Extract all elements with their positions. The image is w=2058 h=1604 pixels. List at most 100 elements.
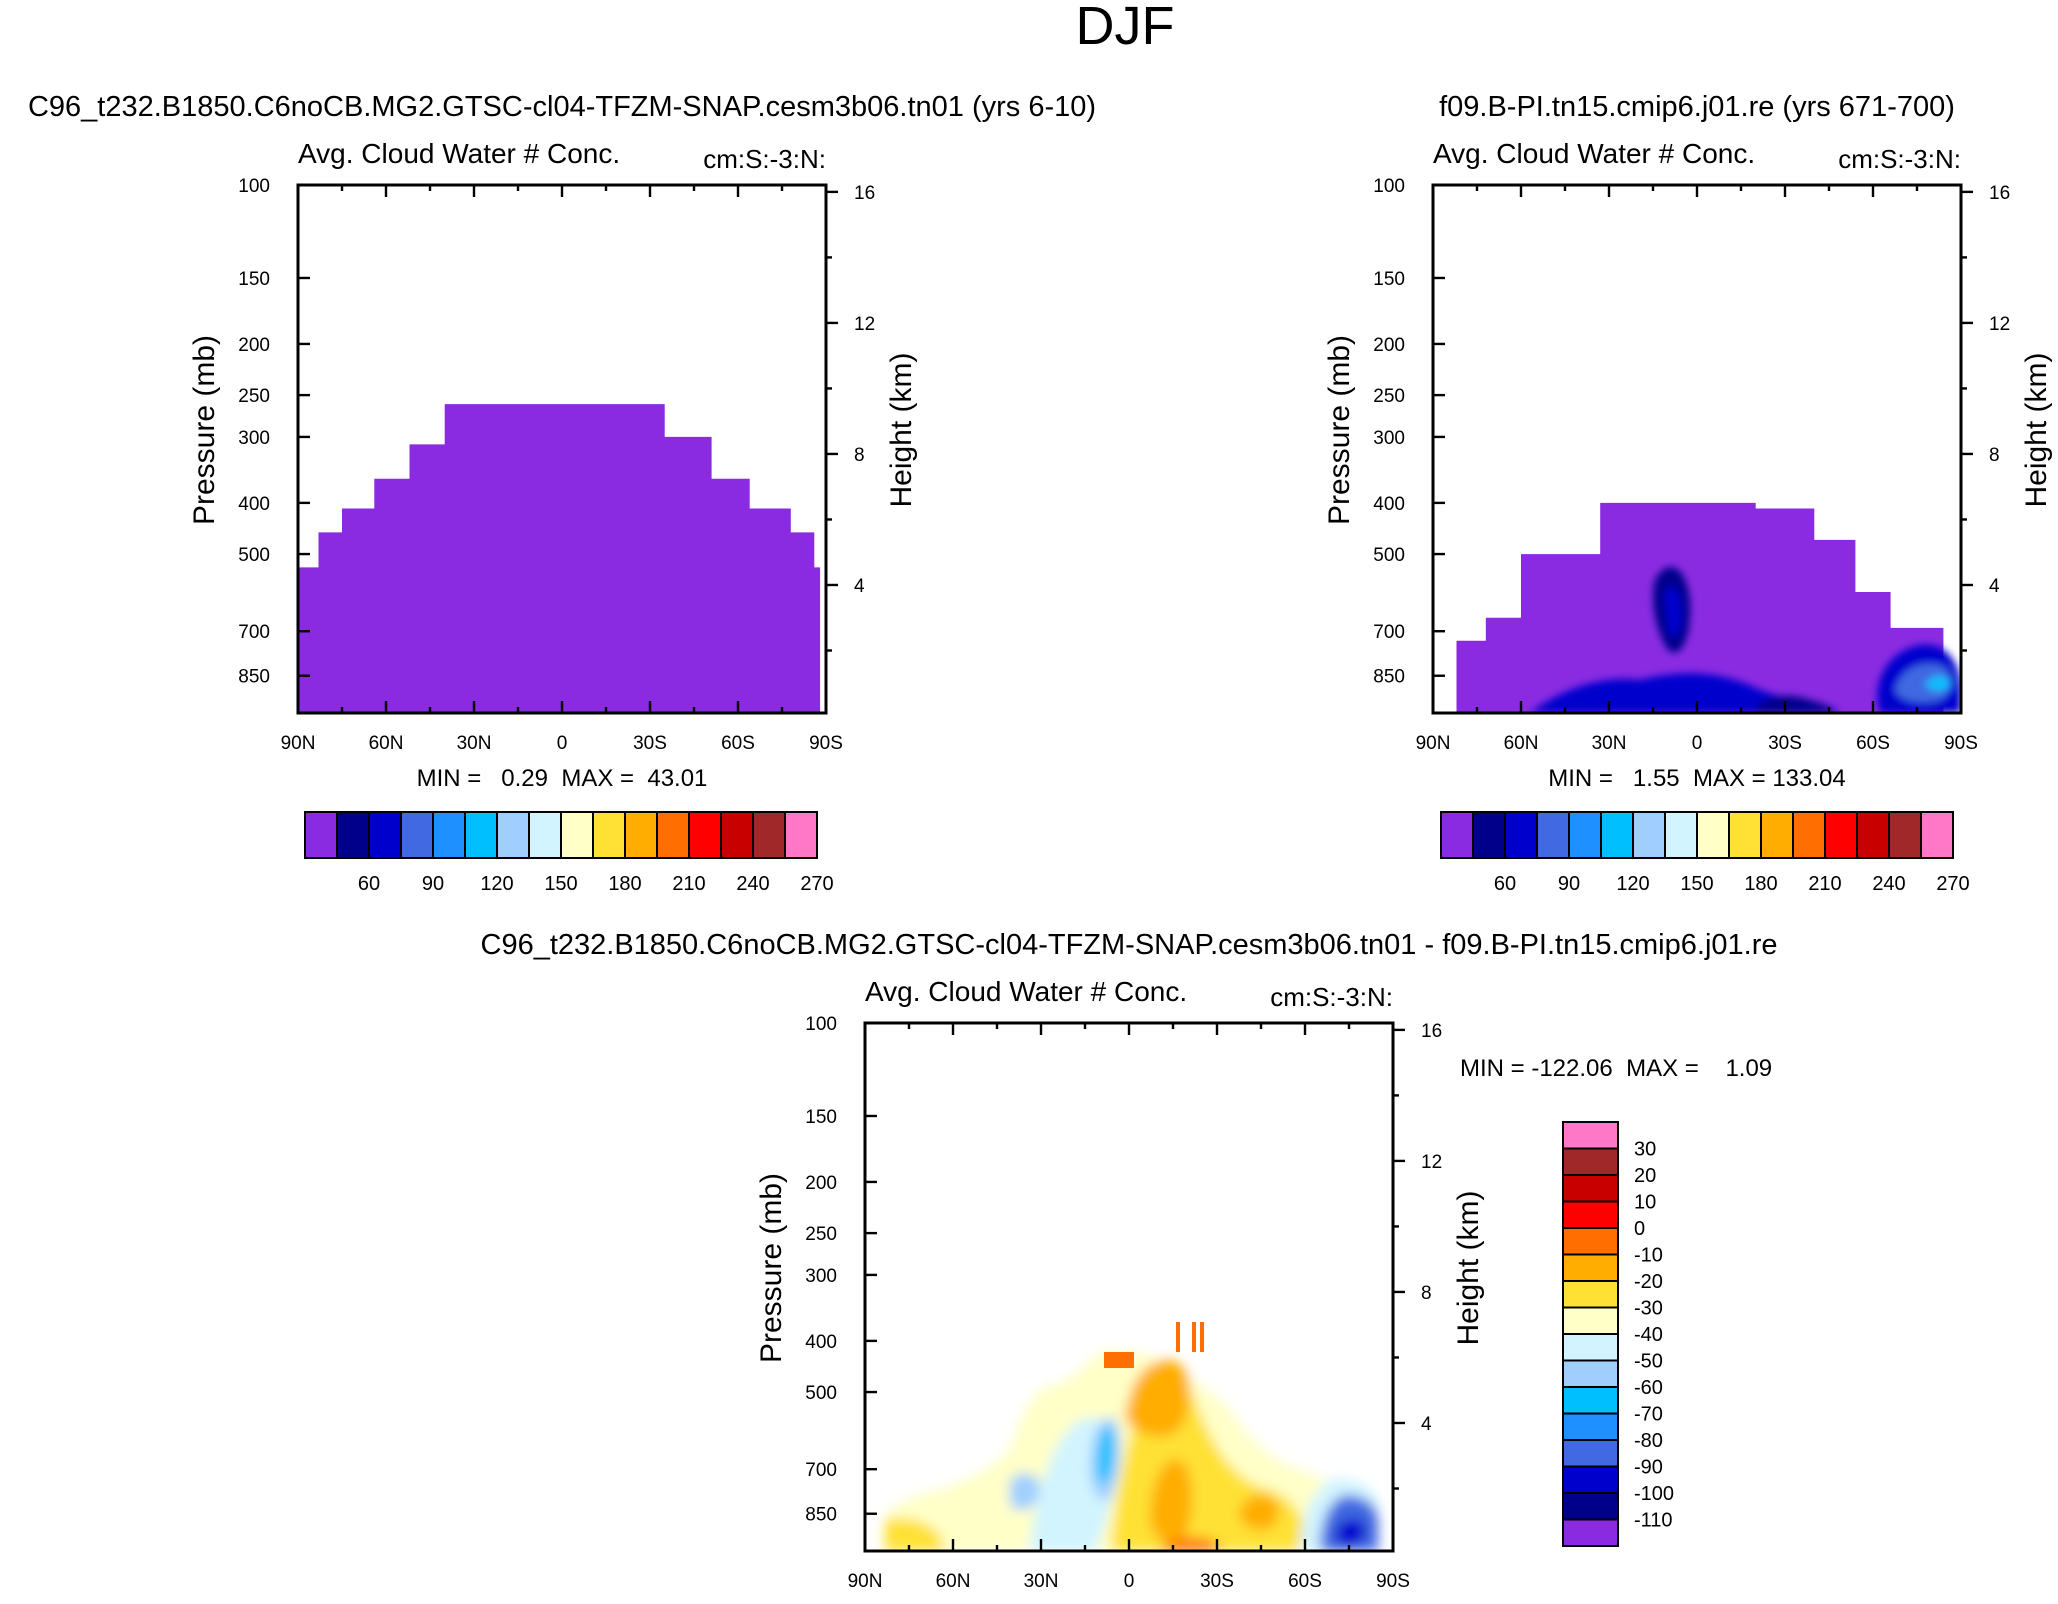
- right-colorbar-box: [1568, 811, 1602, 859]
- diff-colorbar-box: [1562, 1386, 1619, 1415]
- right-panel-variable: Avg. Cloud Water # Conc.: [1433, 138, 1755, 169]
- left-axis-labels: 90N 60N 30N 0 30S 60S 90S 100 150 200 250 300 400 500…: [238, 176, 875, 754]
- right-x-tick-label: 30S: [1768, 733, 1802, 754]
- right-colorbar-box: [1728, 811, 1762, 859]
- left-x-tick-label: 60S: [721, 733, 755, 754]
- left-colorbar-box: [656, 811, 690, 859]
- left-colorbar: 60 90 120 150 180 210 240 270: [304, 811, 834, 895]
- right-colorbar-box: [1440, 811, 1474, 859]
- right-colorbar-label: 270: [1936, 873, 1969, 895]
- right-y-tick-label: 500: [1373, 545, 1405, 566]
- diff-y-tick-label: 500: [805, 1383, 837, 1404]
- diff-colorbar-label: -70: [1634, 1404, 1663, 1426]
- diff-x-tick-label: 60N: [936, 1571, 971, 1592]
- right-height-tick-label: 12: [1989, 314, 2010, 335]
- right-y-tick-label: 250: [1373, 386, 1405, 407]
- diff-y-tick-label: 700: [805, 1460, 837, 1481]
- diff-x-tick-label: 90S: [1376, 1571, 1410, 1592]
- diff-y-tick-label: 150: [805, 1107, 837, 1128]
- diff-y-tick-label: 200: [805, 1173, 837, 1194]
- diff-top-band: [1104, 1352, 1134, 1368]
- left-colorbar-box: [688, 811, 722, 859]
- diff-colorbar-box: [1562, 1465, 1619, 1494]
- right-min-max: MIN = 1.55 MAX = 133.04: [1548, 765, 1846, 792]
- left-colorbar-box: [432, 811, 466, 859]
- right-colorbar-box: [1856, 811, 1890, 859]
- diff-height-tick-label: 12: [1421, 1152, 1442, 1173]
- right-x-tick-label: 90N: [1416, 733, 1451, 754]
- left-y-tick-label: 150: [238, 269, 270, 290]
- right-blob-sh-surface: [1755, 695, 1840, 713]
- diff-colorbar-label: -90: [1634, 1457, 1663, 1479]
- diff-x-tick-label: 0: [1124, 1571, 1135, 1592]
- right-panel-title: f09.B-PI.tn15.cmip6.j01.re (yrs 671-700): [1439, 91, 1955, 123]
- right-colorbar-label: 240: [1872, 873, 1905, 895]
- right-height-tick-label: 8: [1989, 445, 2000, 466]
- left-colorbar-label: 270: [800, 873, 833, 895]
- right-colorbar-box: [1792, 811, 1826, 859]
- left-y-tick-label: 400: [238, 494, 270, 515]
- right-colorbar-box: [1600, 811, 1634, 859]
- diff-colorbar-box: [1562, 1518, 1619, 1547]
- diff-blob-surface-orange: [1160, 1538, 1220, 1551]
- diff-colorbar-label: -100: [1634, 1483, 1674, 1505]
- left-x-tick-label: 30S: [633, 733, 667, 754]
- right-colorbar-label: 90: [1558, 873, 1580, 895]
- left-height-tick-label: 12: [854, 314, 875, 335]
- right-x-tick-label: 90S: [1944, 733, 1978, 754]
- left-colorbar-box: [368, 811, 402, 859]
- diff-colorbar-label: -50: [1634, 1351, 1663, 1373]
- left-y-tick-label: 100: [238, 176, 270, 197]
- diff-y-tick-label: 850: [805, 1505, 837, 1526]
- left-colorbar-box: [464, 811, 498, 859]
- right-x-tick-label: 30N: [1592, 733, 1627, 754]
- right-x-tick-label: 60N: [1504, 733, 1539, 754]
- right-height-tick-label: 4: [1989, 576, 2000, 597]
- left-colorbar-box: [336, 811, 370, 859]
- diff-height-tick-label: 4: [1421, 1414, 1432, 1435]
- diff-axis-labels: 90N 60N 30N 0 30S 60S 90S 100 150 200 250 300 400 500…: [805, 1014, 1442, 1592]
- diff-height-tick-label: 16: [1421, 1021, 1442, 1042]
- diff-colorbar-label: 20: [1634, 1165, 1656, 1187]
- left-x-tick-label: 90S: [809, 733, 843, 754]
- right-colorbar-box: [1536, 811, 1570, 859]
- diff-blob-nh-surface-yellow: [885, 1518, 945, 1551]
- right-height-tick-label: 16: [1989, 183, 2010, 204]
- diff-ylabel: Pressure (mb): [755, 1173, 788, 1363]
- right-colorbar-box: [1760, 811, 1794, 859]
- diff-panel-units: cm:S:-3:N:: [1270, 982, 1393, 1012]
- right-y-tick-label: 200: [1373, 335, 1405, 356]
- right-colorbar-label: 150: [1680, 873, 1713, 895]
- right-y-tick-label: 400: [1373, 494, 1405, 515]
- left-colorbar-box: [304, 811, 338, 859]
- right-colorbar-label: 210: [1808, 873, 1841, 895]
- right-y-tick-label: 700: [1373, 622, 1405, 643]
- diff-colorbar-label: -30: [1634, 1298, 1663, 1320]
- left-height-tick-label: 8: [854, 445, 865, 466]
- right-panel-units: cm:S:-3:N:: [1838, 144, 1961, 174]
- diff-colorbar-box: [1562, 1359, 1619, 1388]
- diff-height-tick-label: 8: [1421, 1283, 1432, 1304]
- left-colorbar-label: 90: [422, 873, 444, 895]
- left-height-tick-label: 16: [854, 183, 875, 204]
- left-x-tick-label: 0: [557, 733, 568, 754]
- left-colorbar-label: 150: [544, 873, 577, 895]
- left-colorbar-box: [400, 811, 434, 859]
- left-panel-units: cm:S:-3:N:: [703, 144, 826, 174]
- right-axis-ticks: [1431, 183, 1973, 713]
- right-field-contours: [1530, 566, 1961, 713]
- right-colorbar-box: [1696, 811, 1730, 859]
- diff-blob-mid-orange: [1150, 1459, 1192, 1546]
- left-y-tick-label: 200: [238, 335, 270, 356]
- diff-y-tick-label: 300: [805, 1266, 837, 1287]
- right-ylabel-right: Height (km): [2020, 352, 2053, 507]
- diff-field-contours: [885, 1351, 1378, 1551]
- left-colorbar-label: 60: [358, 873, 380, 895]
- left-axis-ticks: [296, 183, 838, 713]
- diff-blob-upper-orange: [1125, 1360, 1190, 1437]
- diff-colorbar-box: [1562, 1492, 1619, 1521]
- diff-ylabel-right: Height (km): [1452, 1190, 1485, 1345]
- right-ylabel: Pressure (mb): [1323, 335, 1356, 525]
- right-x-tick-label: 60S: [1856, 733, 1890, 754]
